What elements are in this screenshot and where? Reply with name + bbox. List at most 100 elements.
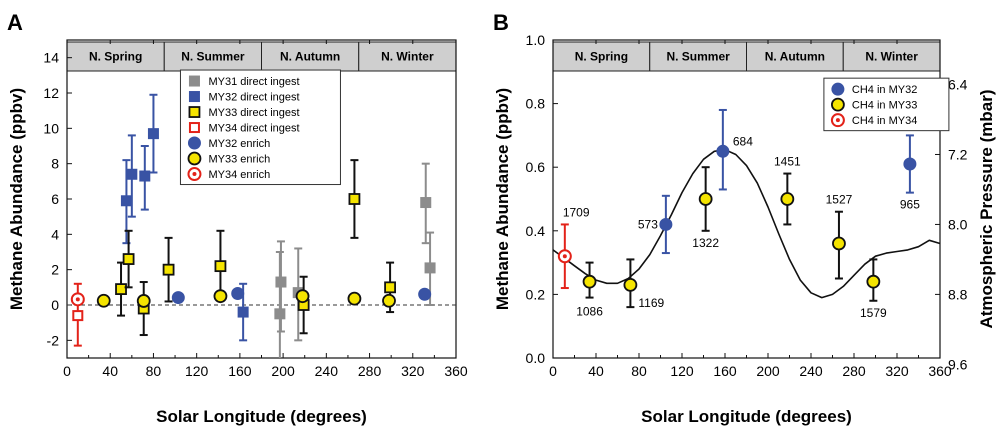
x-tick-label: 0 <box>63 363 71 379</box>
y-tick-label: 0.6 <box>526 159 546 175</box>
y-tick-label: 0.0 <box>526 350 546 366</box>
legend-entry: CH4 in MY33 <box>852 100 917 112</box>
data-point <box>420 197 432 209</box>
data-point <box>214 260 227 273</box>
data-label: 1322 <box>692 236 719 250</box>
x-tick-label: 240 <box>799 363 823 379</box>
data-point <box>162 263 175 276</box>
data-label: 965 <box>900 198 920 212</box>
legend-marker <box>188 122 200 134</box>
y-tick-label: 12 <box>43 85 59 101</box>
x-tick-label: 320 <box>401 363 425 379</box>
data-point-center <box>562 254 567 259</box>
data-point <box>347 291 362 306</box>
x-tick-label: 280 <box>842 363 866 379</box>
data-point <box>382 293 396 308</box>
series-my32-direct-ingest <box>120 93 249 342</box>
series-ch4-in-my32: 573 684 965 <box>638 108 920 255</box>
legend: MY31 direct ingest MY32 direct ingest MY33… <box>179 69 341 186</box>
x-tick-label: 160 <box>228 363 252 379</box>
y-axis-title: Methane Abundance (ppbv) <box>7 88 26 310</box>
data-point <box>96 293 111 308</box>
data-point <box>348 193 361 205</box>
y-tick-label: 0.4 <box>526 223 546 239</box>
x-tick-label: 320 <box>885 363 909 379</box>
season-label: N. Summer <box>666 50 730 64</box>
y-tick-label: 10 <box>43 120 59 136</box>
x-tick-label: 200 <box>756 363 780 379</box>
y2-tick-label: 7.2 <box>948 146 968 162</box>
data-point <box>780 192 795 206</box>
data-point <box>231 287 245 301</box>
x-tick-label: 360 <box>444 363 468 379</box>
x-tick-label: 240 <box>315 363 339 379</box>
series-my33-enrich <box>96 289 396 308</box>
season-label: N. Spring <box>575 50 628 64</box>
data-point <box>72 310 84 322</box>
panel-letter: B <box>493 10 509 35</box>
data-label: 1086 <box>576 305 603 319</box>
data-point <box>582 274 597 289</box>
x-axis-title: Solar Longitude (degrees) <box>641 407 852 426</box>
season-box <box>163 41 262 72</box>
data-label: 1527 <box>826 193 853 207</box>
season-label: N. Spring <box>89 50 142 64</box>
legend-marker <box>188 75 200 87</box>
legend-entry: MY31 direct ingest <box>208 76 299 88</box>
data-point <box>418 287 432 301</box>
x-tick-label: 120 <box>185 363 209 379</box>
legend-entry: MY34 direct ingest <box>208 123 299 135</box>
y-tick-label: 0 <box>51 297 59 313</box>
legend-marker-center <box>835 118 840 123</box>
data-label: 573 <box>638 217 658 231</box>
data-point <box>139 170 151 182</box>
data-point <box>120 195 132 207</box>
data-point <box>659 217 673 231</box>
x-tick-label: 200 <box>271 363 295 379</box>
y-tick-label: 6 <box>51 191 59 207</box>
legend-entry: MY34 enrich <box>208 169 270 181</box>
season-label: N. Winter <box>865 50 918 64</box>
legend-entry: MY33 enrich <box>208 154 270 166</box>
data-point <box>866 274 881 289</box>
y-tick-label: 1.0 <box>526 32 546 48</box>
y-tick-label: 2 <box>51 262 59 278</box>
data-label: 1709 <box>563 205 590 219</box>
data-point <box>832 236 846 251</box>
data-point <box>424 262 436 274</box>
series-ch4-in-my33: 1086 1169 1322 1451 1527 1579 <box>576 155 887 320</box>
data-point <box>122 253 135 265</box>
series-ch4-in-my34: 1709 <box>557 205 590 290</box>
series-my34-direct-ingest <box>72 282 84 347</box>
legend-entry: MY32 direct ingest <box>208 92 299 104</box>
season-box <box>842 41 941 72</box>
season-box <box>649 41 747 72</box>
data-point <box>171 291 185 305</box>
legend-entry: CH4 in MY34 <box>852 115 917 127</box>
data-point <box>213 289 228 304</box>
data-point <box>237 306 249 318</box>
data-point <box>384 281 396 294</box>
y-tick-label: 4 <box>51 226 59 242</box>
data-label: 1169 <box>638 296 664 310</box>
data-point <box>716 144 730 158</box>
x-tick-label: 40 <box>102 363 118 379</box>
legend-marker <box>188 106 201 118</box>
y2-axis-title: Atmospheric Pressure (mbar) <box>977 89 996 328</box>
data-point <box>698 192 713 206</box>
x-axis-title: Solar Longitude (degrees) <box>156 407 367 426</box>
y-tick-label: 0.2 <box>526 286 546 302</box>
y2-tick-label: 6.4 <box>948 77 968 93</box>
data-label: 1579 <box>860 306 887 320</box>
data-point <box>274 308 286 320</box>
legend-marker <box>831 82 845 96</box>
x-tick-label: 0 <box>549 363 557 379</box>
data-label: 684 <box>733 134 753 148</box>
x-tick-label: 120 <box>670 363 694 379</box>
legend-marker <box>188 91 200 103</box>
y-tick-label: -2 <box>47 332 60 348</box>
data-point <box>147 128 159 140</box>
legend-entry: MY33 direct ingest <box>208 107 299 119</box>
